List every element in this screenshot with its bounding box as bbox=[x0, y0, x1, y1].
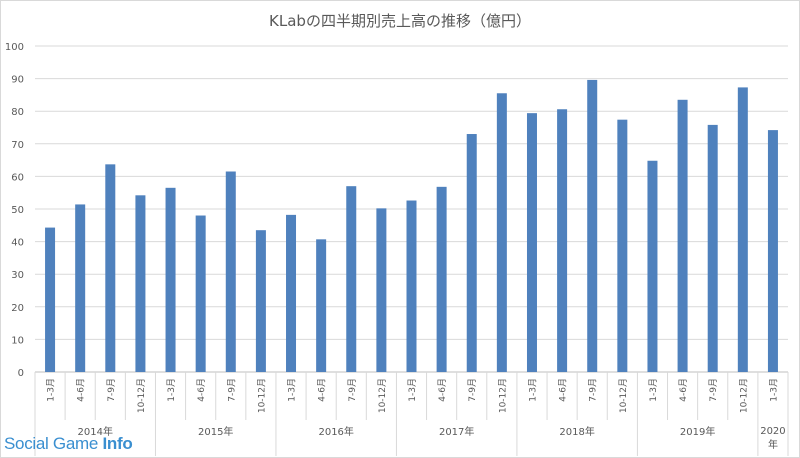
x-tick-label: 1-3月 bbox=[527, 378, 538, 402]
bar bbox=[647, 160, 658, 372]
bar bbox=[466, 134, 477, 372]
bar bbox=[225, 171, 236, 372]
bar bbox=[45, 227, 56, 372]
x-tick-label: 4-6月 bbox=[76, 378, 87, 402]
bar bbox=[135, 195, 146, 372]
bar bbox=[737, 87, 748, 372]
group-label: 2018年 bbox=[559, 425, 594, 438]
x-tick-label: 4-6月 bbox=[317, 378, 328, 402]
y-tick-label: 100 bbox=[5, 42, 24, 53]
x-tick-label: 4-6月 bbox=[558, 378, 569, 402]
x-tick-label: 7-9月 bbox=[106, 378, 117, 402]
group-label: 2017年 bbox=[439, 425, 474, 438]
y-tick-label: 60 bbox=[11, 172, 24, 183]
x-tick-label: 7-9月 bbox=[708, 378, 719, 402]
bar bbox=[557, 109, 568, 372]
x-tick-label: 10-12月 bbox=[377, 378, 388, 413]
chart-title: KLabの四半期別売上高の推移（億円） bbox=[269, 12, 531, 30]
x-tick-label: 7-9月 bbox=[588, 378, 599, 402]
group-label: 2014年 bbox=[78, 425, 113, 438]
x-tick-label: 4-6月 bbox=[437, 378, 448, 402]
y-tick-label: 50 bbox=[11, 205, 24, 216]
group-label: 2019年 bbox=[680, 425, 715, 438]
x-tick-label: 4-6月 bbox=[196, 378, 207, 402]
x-tick-label: 1-3月 bbox=[768, 378, 779, 402]
bar bbox=[75, 204, 86, 372]
x-tick-label: 10-12月 bbox=[136, 378, 147, 413]
y-tick-label: 30 bbox=[11, 270, 24, 281]
y-tick-label: 10 bbox=[11, 335, 24, 346]
x-tick-label: 1-3月 bbox=[166, 378, 177, 402]
x-tick-label: 1-3月 bbox=[648, 378, 659, 402]
bar bbox=[406, 200, 417, 372]
bar bbox=[376, 208, 387, 372]
bar bbox=[707, 124, 718, 372]
bar bbox=[767, 130, 778, 372]
bar bbox=[436, 186, 447, 372]
bar bbox=[346, 186, 357, 372]
bar bbox=[677, 99, 688, 372]
group-label: 2015年 bbox=[198, 425, 233, 438]
bar bbox=[316, 239, 327, 372]
x-tick-label: 10-12月 bbox=[497, 378, 508, 413]
bar bbox=[286, 214, 297, 372]
group-label-suffix: 年 bbox=[768, 438, 778, 451]
bar bbox=[526, 113, 537, 372]
x-tick-label: 1-3月 bbox=[407, 378, 418, 402]
bar bbox=[255, 230, 266, 372]
y-tick-label: 80 bbox=[11, 107, 24, 118]
watermark-text: Social Game bbox=[4, 434, 103, 453]
y-tick-label: 0 bbox=[18, 368, 24, 379]
y-tick-label: 70 bbox=[11, 140, 24, 151]
watermark-logo: Social Game Info bbox=[4, 434, 133, 454]
x-tick-label: 7-9月 bbox=[347, 378, 358, 402]
bar bbox=[496, 93, 507, 373]
y-tick-label: 20 bbox=[11, 303, 24, 314]
bar bbox=[195, 215, 206, 372]
x-tick-label: 10-12月 bbox=[618, 378, 629, 413]
x-tick-label: 1-3月 bbox=[287, 378, 298, 402]
bar bbox=[105, 164, 116, 372]
y-tick-label: 40 bbox=[11, 238, 24, 249]
bar bbox=[165, 187, 176, 372]
x-tick-label: 7-9月 bbox=[226, 378, 237, 402]
x-tick-label: 10-12月 bbox=[738, 378, 749, 413]
bar bbox=[617, 119, 628, 373]
x-tick-label: 7-9月 bbox=[467, 378, 478, 402]
y-tick-label: 90 bbox=[11, 75, 24, 86]
x-tick-label: 1-3月 bbox=[46, 378, 57, 402]
watermark-text-bold: Info bbox=[102, 434, 133, 453]
bar bbox=[587, 79, 598, 373]
x-tick-label: 4-6月 bbox=[678, 378, 689, 402]
group-label: 2020 bbox=[760, 426, 785, 437]
x-tick-label: 10-12月 bbox=[256, 378, 267, 413]
group-label: 2016年 bbox=[318, 425, 353, 438]
